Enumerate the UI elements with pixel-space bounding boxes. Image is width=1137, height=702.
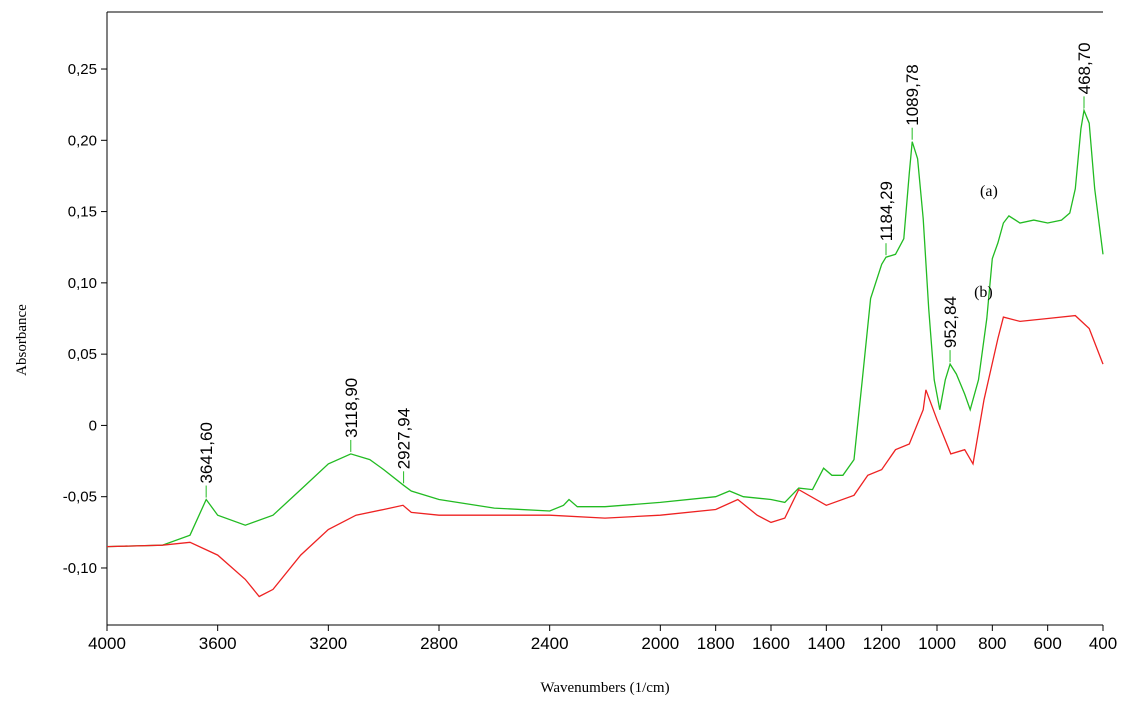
- y-tick-label: -0,05: [63, 489, 97, 506]
- x-tick-label: 2400: [531, 634, 569, 653]
- x-tick-label: 600: [1033, 634, 1061, 653]
- annotation-label: 1184,29: [877, 181, 896, 241]
- series-label: (a): [980, 183, 998, 200]
- x-tick-label: 2800: [420, 634, 458, 653]
- y-tick-label: 0,10: [68, 275, 97, 292]
- y-tick-label: -0,10: [63, 560, 97, 577]
- x-tick-label: 1800: [697, 634, 735, 653]
- x-tick-label: 2000: [641, 634, 679, 653]
- annotation-label: 1089,78: [903, 64, 922, 125]
- x-tick-label: 800: [978, 634, 1006, 653]
- y-tick-label: 0,25: [68, 61, 97, 78]
- x-tick-label: 1000: [918, 634, 956, 653]
- x-tick-label: 1600: [752, 634, 790, 653]
- x-tick-label: 1400: [807, 634, 845, 653]
- x-tick-label: 3200: [309, 634, 347, 653]
- x-tick-label: 3600: [199, 634, 237, 653]
- y-tick-label: 0,05: [68, 346, 97, 363]
- annotation-label: 3118,90: [342, 378, 361, 438]
- series-label: (b): [974, 284, 993, 301]
- annotation-label: 952,84: [941, 296, 960, 348]
- annotation-label: 468,70: [1075, 42, 1094, 94]
- x-tick-label: 4000: [88, 634, 126, 653]
- x-tick-label: 400: [1089, 634, 1117, 653]
- y-tick-label: 0,15: [68, 204, 97, 221]
- y-tick-label: 0: [89, 417, 97, 434]
- x-axis-label: Wavenumbers (1/cm): [540, 680, 669, 696]
- y-axis-label: Absorbance: [14, 304, 30, 376]
- annotation-label: 3641,60: [197, 422, 216, 483]
- series-line: [106, 314, 1104, 598]
- x-tick-label: 1200: [863, 634, 901, 653]
- annotation-label: 2927,94: [395, 408, 414, 469]
- series-line: [106, 108, 1104, 548]
- y-tick-label: 0,20: [68, 132, 97, 149]
